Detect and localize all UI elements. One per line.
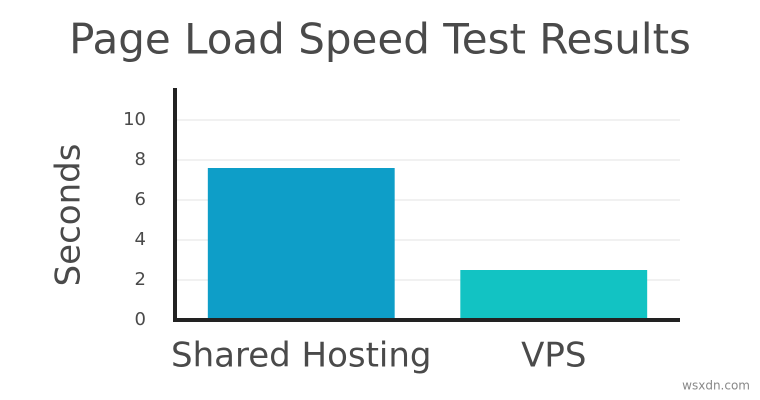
bar	[207, 168, 395, 320]
y-tick-label: 0	[135, 309, 146, 330]
y-tick-label: 10	[123, 109, 146, 130]
y-axis-label: Seconds	[49, 144, 89, 287]
y-tick-label: 6	[135, 189, 146, 210]
y-tick-label: 2	[135, 269, 146, 290]
y-tick-label: 8	[135, 149, 146, 170]
x-tick-label: Shared Hosting	[171, 336, 432, 376]
y-tick-label: 4	[135, 229, 146, 250]
bar	[460, 270, 648, 320]
watermark: wsxdn.com	[682, 379, 750, 393]
x-tick-label: VPS	[521, 336, 586, 376]
chart-title: Page Load Speed Test Results	[69, 15, 691, 64]
